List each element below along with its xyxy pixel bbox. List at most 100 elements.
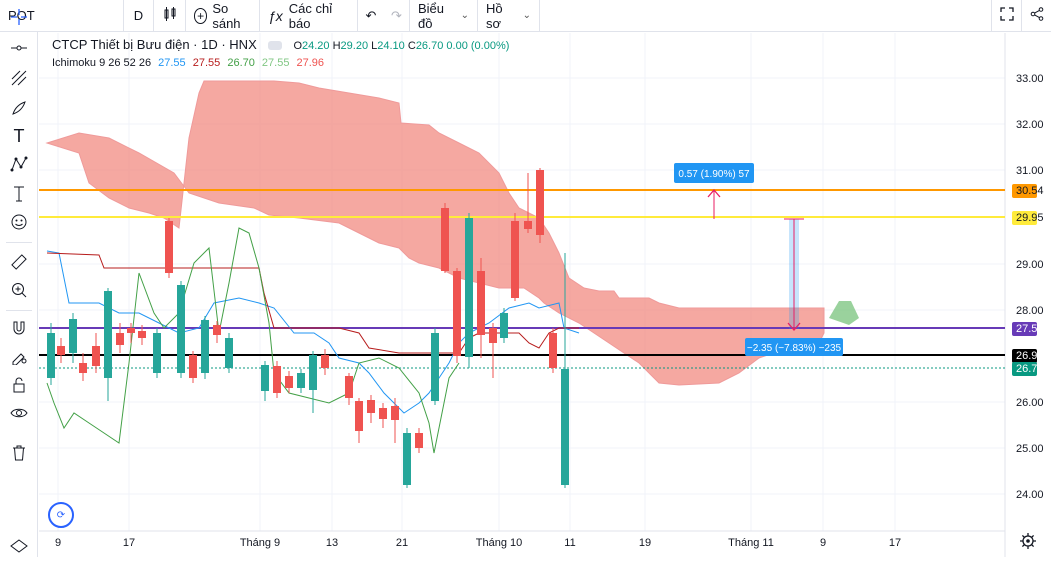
lock-drawing-icon[interactable]: [9, 346, 29, 366]
candle-down: [379, 403, 387, 428]
indicator-value-1: 27.55: [158, 57, 186, 69]
candle-up: [47, 323, 55, 385]
indicator-value-5: 27.96: [296, 57, 325, 69]
high-value: 29.20: [340, 40, 369, 52]
price-chart[interactable]: 0.57 (1.90%) 57 −2.35 (−7.83%) −235 33.0…: [39, 33, 1051, 557]
interval-button[interactable]: D: [124, 0, 154, 32]
change-value: 0.00 (0.00%): [446, 40, 510, 52]
pitchfork-icon[interactable]: [9, 68, 29, 88]
magnet-icon[interactable]: [9, 318, 29, 338]
price-tick-label: 28.00: [1016, 305, 1044, 317]
candle-down: [415, 428, 423, 453]
fullscreen-icon: [999, 7, 1014, 24]
candles-icon: [162, 6, 178, 25]
candle-down: [536, 168, 544, 243]
undo-button[interactable]: ↶: [358, 0, 384, 32]
compare-label: So sánh: [212, 0, 241, 31]
time-tick-label: 17: [889, 537, 901, 549]
candle-up: [431, 328, 439, 405]
time-tick-label: 21: [396, 537, 408, 549]
chart-style-button[interactable]: [154, 0, 186, 32]
candle-down: [355, 398, 363, 443]
indicators-label: Các chỉ báo: [288, 0, 333, 31]
candle-up: [500, 308, 508, 343]
chart-settings-icon[interactable]: [1020, 533, 1036, 549]
text-tool-icon[interactable]: T: [13, 125, 25, 146]
price-tick-label: 32.00: [1016, 119, 1044, 131]
undo-icon: ↶: [365, 7, 377, 23]
candle-down: [127, 323, 135, 343]
candle-down: [511, 213, 519, 301]
share-button[interactable]: [1021, 0, 1051, 32]
price-tick-label: 25.00: [1016, 443, 1044, 455]
time-tick-label: Tháng 11: [728, 537, 774, 549]
ichimoku-cloud-bullish: [829, 301, 859, 325]
logo-icon: ⟳: [48, 502, 74, 528]
chevron-down-icon: ⌄: [460, 10, 469, 21]
plus-circle-icon: +: [194, 7, 208, 24]
candle-up: [153, 328, 161, 378]
open-value: 24.20: [302, 40, 330, 52]
indicator-legend: Ichimoku 9 26 52 26 27.55 27.55 26.70 27…: [52, 57, 324, 69]
chikou-line: [46, 227, 460, 454]
tenkan-line: [46, 250, 580, 414]
lock-icon[interactable]: [9, 375, 29, 395]
ruler-icon[interactable]: [9, 252, 29, 272]
fullscreen-button[interactable]: [991, 0, 1021, 32]
zoom-in-icon[interactable]: [9, 280, 29, 300]
candle-down: [189, 351, 197, 383]
time-tick-label: Tháng 10: [476, 537, 522, 549]
time-tick-label: 17: [123, 537, 135, 549]
candle-up: [297, 369, 305, 393]
chart-type-menu[interactable]: Biểu đồ ⌄: [410, 0, 478, 32]
brush-icon[interactable]: [9, 98, 29, 118]
legend-toggle-icon[interactable]: [268, 41, 283, 51]
candle-up: [561, 253, 569, 488]
price-axis-label: 27.56: [1012, 322, 1044, 336]
crosshair-icon-top[interactable]: [10, 8, 28, 26]
low-value: 24.10: [377, 40, 405, 52]
chart-legend: CTCP Thiết bị Bưu điện · 1D · HNX O24.20…: [52, 37, 509, 52]
price-tick-label: 24.00: [1016, 489, 1044, 501]
profile-label: Hồ sơ: [486, 0, 503, 31]
symbol-label: POT: [8, 8, 35, 23]
candle-down: [345, 373, 353, 405]
eye-icon[interactable]: [9, 403, 29, 423]
redo-icon: ↷: [391, 7, 402, 23]
top-toolbar: POT D + So sánh ƒx Các chỉ báo ↶ ↷ Biểu …: [0, 0, 1051, 32]
pattern-icon[interactable]: [9, 154, 29, 174]
indicators-button[interactable]: ƒx Các chỉ báo: [260, 0, 358, 32]
measure-down-label: −2.35 (−7.83%) −235: [747, 343, 842, 354]
candle-up: [201, 316, 209, 379]
symbol-search[interactable]: POT: [0, 0, 124, 32]
compare-button[interactable]: + So sánh: [186, 0, 260, 32]
price-axis-label: 29.95: [1012, 211, 1044, 225]
close-value: 26.70: [415, 40, 444, 52]
profile-menu[interactable]: Hồ sơ ⌄: [478, 0, 540, 32]
price-axis-label: 26.70: [1012, 362, 1044, 376]
candle-up: [104, 288, 112, 401]
candle-down: [477, 258, 485, 358]
redo-button[interactable]: ↷: [384, 0, 410, 32]
ohlc-values: O24.20 H29.20 L24.10 C26.70 0.00 (0.00%): [293, 40, 510, 52]
candle-down: [524, 173, 532, 233]
emoji-icon[interactable]: [9, 212, 29, 232]
chart-area[interactable]: 0.57 (1.90%) 57 −2.35 (−7.83%) −235 33.0…: [39, 33, 1051, 557]
candle-up: [465, 213, 473, 368]
trash-icon[interactable]: [9, 443, 29, 463]
candle-down: [453, 268, 461, 363]
line-tool-icon[interactable]: [9, 38, 29, 58]
price-tick-label: 31.00: [1016, 165, 1044, 177]
candle-down: [489, 323, 497, 378]
drawing-toolbar: T: [0, 32, 38, 557]
share-icon: [1030, 7, 1044, 24]
time-tick-label: 13: [326, 537, 338, 549]
time-tick-label: 19: [639, 537, 651, 549]
candle-down: [549, 328, 557, 373]
object-tree-icon[interactable]: [9, 536, 29, 556]
candle-up: [69, 313, 77, 363]
candle-down: [321, 349, 329, 375]
indicator-value-2: 27.55: [192, 57, 221, 69]
prediction-icon[interactable]: [9, 184, 29, 204]
price-axis-label: 30.54: [1012, 184, 1044, 198]
